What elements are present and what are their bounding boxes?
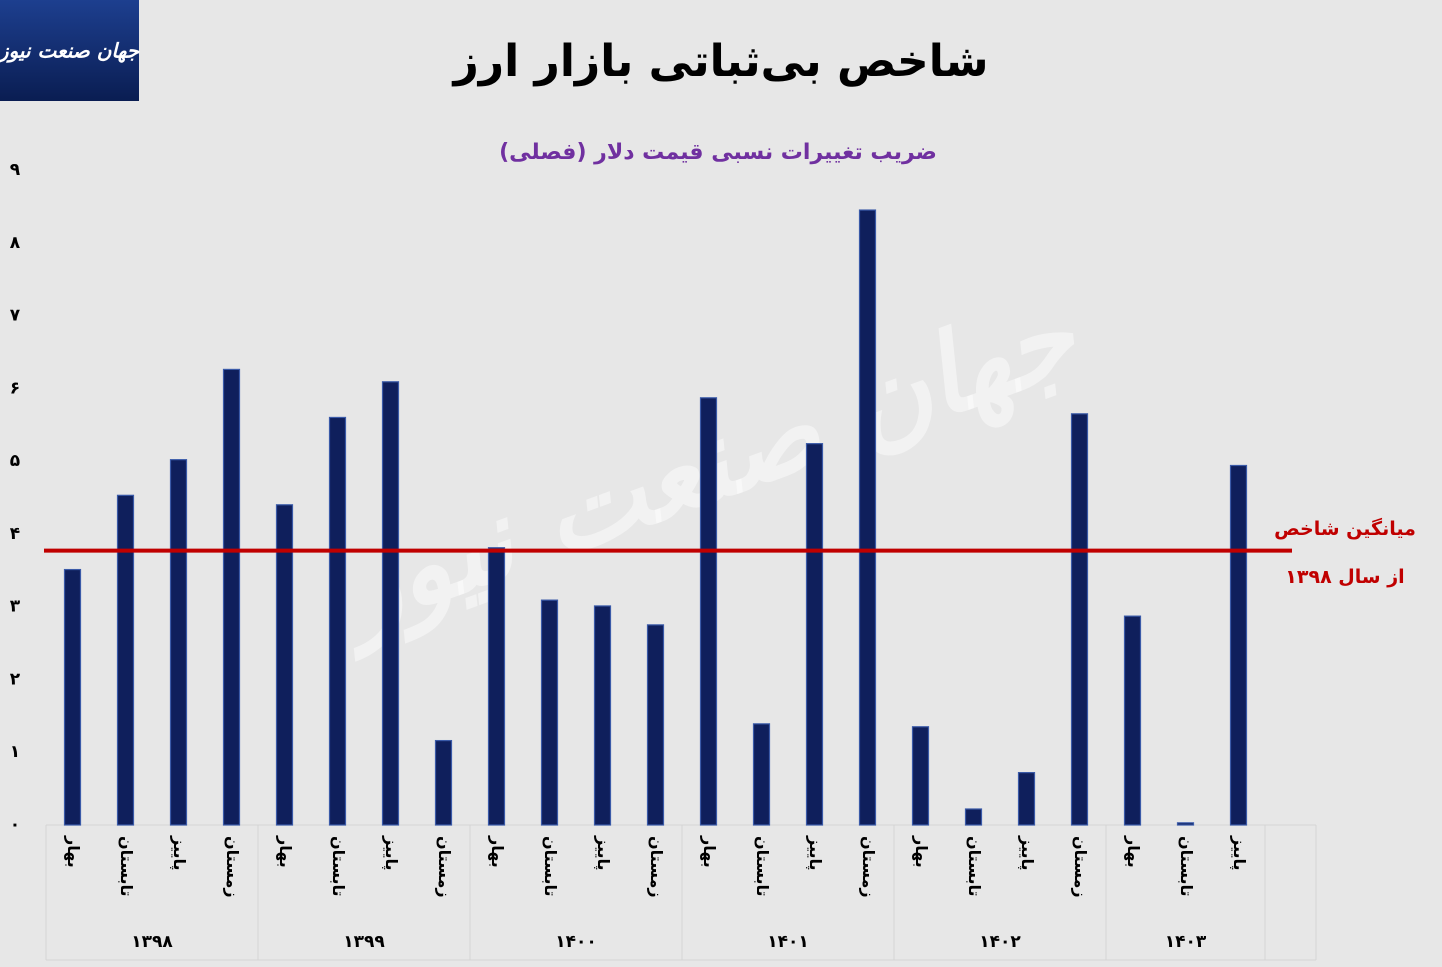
average-label: میانگین شاخص: [1274, 517, 1416, 540]
x-tick-label: زمستان: [435, 836, 454, 898]
bar: [222, 368, 241, 826]
x-tick-label: پاییز: [805, 835, 825, 871]
x-tick-label: بهار: [64, 835, 83, 868]
y-tick-label: ۷: [10, 306, 21, 326]
x-tick-label: زمستان: [1071, 836, 1090, 898]
y-tick-label: ۸: [10, 233, 21, 253]
logo-box: [0, 0, 139, 101]
y-tick-label: ۶: [10, 378, 20, 398]
y-tick-label: ۰: [10, 815, 20, 835]
y-tick-label: ۱: [10, 742, 20, 762]
bar: [1070, 413, 1089, 826]
x-tick-label: پاییز: [593, 835, 613, 871]
bar: [328, 416, 347, 826]
bar: [593, 605, 612, 826]
x-tick-label: تابستان: [753, 836, 772, 897]
x-tick-label: پاییز: [381, 835, 401, 871]
logo: جهان صنعت نیوز: [0, 39, 140, 64]
x-tick-label: بهار: [488, 835, 507, 868]
group-label: ۱۴۰۲: [979, 932, 1021, 952]
group-label: ۱۳۹۸: [131, 932, 173, 952]
x-tick-label: پاییز: [1229, 835, 1249, 871]
bar: [1229, 464, 1248, 826]
x-tick-label: تابستان: [1177, 836, 1196, 897]
x-tick-label: زمستان: [859, 836, 878, 898]
x-tick-label: تابستان: [965, 836, 984, 897]
bar: [646, 624, 665, 826]
chart-title: شاخص بی‌ثباتی بازار ارز: [451, 36, 988, 87]
bar: [381, 381, 400, 826]
x-tick-label: بهار: [700, 835, 719, 868]
x-tick-label: تابستان: [541, 836, 560, 897]
bar: [63, 568, 82, 826]
x-tick-label: بهار: [276, 835, 295, 868]
bar: [169, 459, 188, 826]
y-tick-label: ۴: [10, 524, 20, 544]
bar: [540, 599, 559, 826]
bar: [805, 443, 824, 826]
bar: [699, 397, 718, 826]
group-label: ۱۴۰۳: [1165, 932, 1207, 952]
average-label: از سال ۱۳۹۸: [1285, 566, 1404, 588]
bar: [275, 504, 294, 826]
bar: [1017, 771, 1036, 826]
x-tick-label: تابستان: [329, 836, 348, 897]
bar: [752, 723, 771, 826]
bar: [116, 494, 135, 826]
bar: [434, 739, 453, 826]
chart-subtitle: ضریب تغییرات نسبی قیمت دلار (فصلی): [499, 140, 937, 165]
bar: [911, 726, 930, 826]
y-tick-label: ۲: [10, 669, 21, 689]
x-tick-label: زمستان: [223, 836, 242, 898]
bar: [1123, 615, 1142, 826]
x-tick-label: زمستان: [647, 836, 666, 898]
group-label: ۱۳۹۹: [343, 932, 385, 952]
bar: [964, 808, 983, 826]
x-tick-label: تابستان: [117, 836, 136, 897]
y-tick-label: ۵: [10, 451, 20, 471]
x-tick-label: بهار: [1124, 835, 1143, 868]
x-tick-label: بهار: [912, 835, 931, 868]
x-tick-label: پاییز: [1017, 835, 1037, 871]
bar: [487, 547, 506, 826]
x-tick-label: پاییز: [169, 835, 189, 871]
group-label: ۱۴۰۱: [767, 932, 809, 952]
y-tick-label: ۹: [10, 160, 21, 180]
group-label: ۱۴۰۰: [555, 932, 597, 952]
bar: [1176, 822, 1195, 826]
y-tick-label: ۳: [10, 597, 21, 617]
bar: [858, 209, 877, 826]
